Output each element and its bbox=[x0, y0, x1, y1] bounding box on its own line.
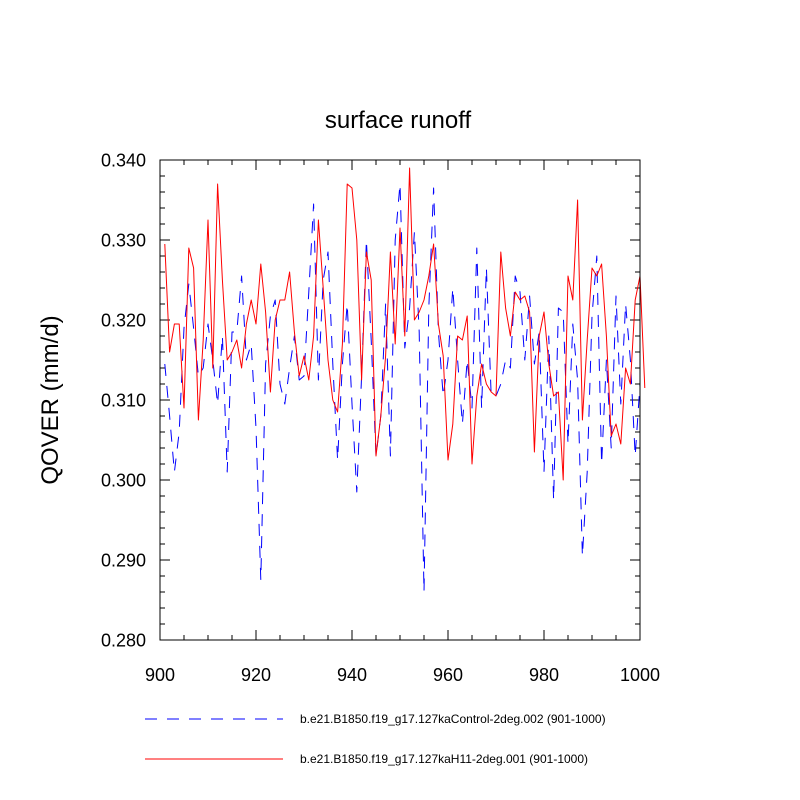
x-tick-label: 940 bbox=[337, 665, 367, 685]
y-tick-label: 0.300 bbox=[101, 471, 146, 491]
y-axis-label-group: QOVER (mm/d) bbox=[37, 315, 64, 484]
series-line-control bbox=[164, 183, 641, 593]
x-tick-label: 960 bbox=[433, 665, 463, 685]
legend: b.e21.B1850.f19_g17.127kaControl-2deg.00… bbox=[145, 712, 606, 766]
y-tick-label: 0.310 bbox=[101, 391, 146, 411]
y-tick-label: 0.290 bbox=[101, 551, 146, 571]
x-tick-label: 980 bbox=[529, 665, 559, 685]
axis-tick-labels: 900 920 940 960 980 1000 0.280 0.290 0.300 0.310 0… bbox=[101, 151, 660, 686]
y-tick-label: 0.320 bbox=[101, 311, 146, 331]
legend-label-h11: b.e21.B1850.f19_g17.127kaH11-2deg.001 (9… bbox=[300, 752, 588, 766]
plot-frame bbox=[159, 159, 641, 641]
x-tick-label: 900 bbox=[145, 665, 175, 685]
y-tick-label: 0.340 bbox=[101, 151, 146, 171]
chart-title: surface runoff bbox=[325, 107, 472, 134]
x-tick-label: 920 bbox=[241, 665, 271, 685]
series-line-h11 bbox=[164, 167, 646, 481]
series-lines bbox=[164, 167, 646, 593]
legend-label-control: b.e21.B1850.f19_g17.127kaControl-2deg.00… bbox=[300, 712, 606, 726]
y-tick-label: 0.280 bbox=[101, 631, 146, 651]
x-tick-label: 1000 bbox=[620, 665, 660, 685]
y-axis-label: QOVER (mm/d) bbox=[37, 315, 64, 484]
y-tick-label: 0.330 bbox=[101, 231, 146, 251]
